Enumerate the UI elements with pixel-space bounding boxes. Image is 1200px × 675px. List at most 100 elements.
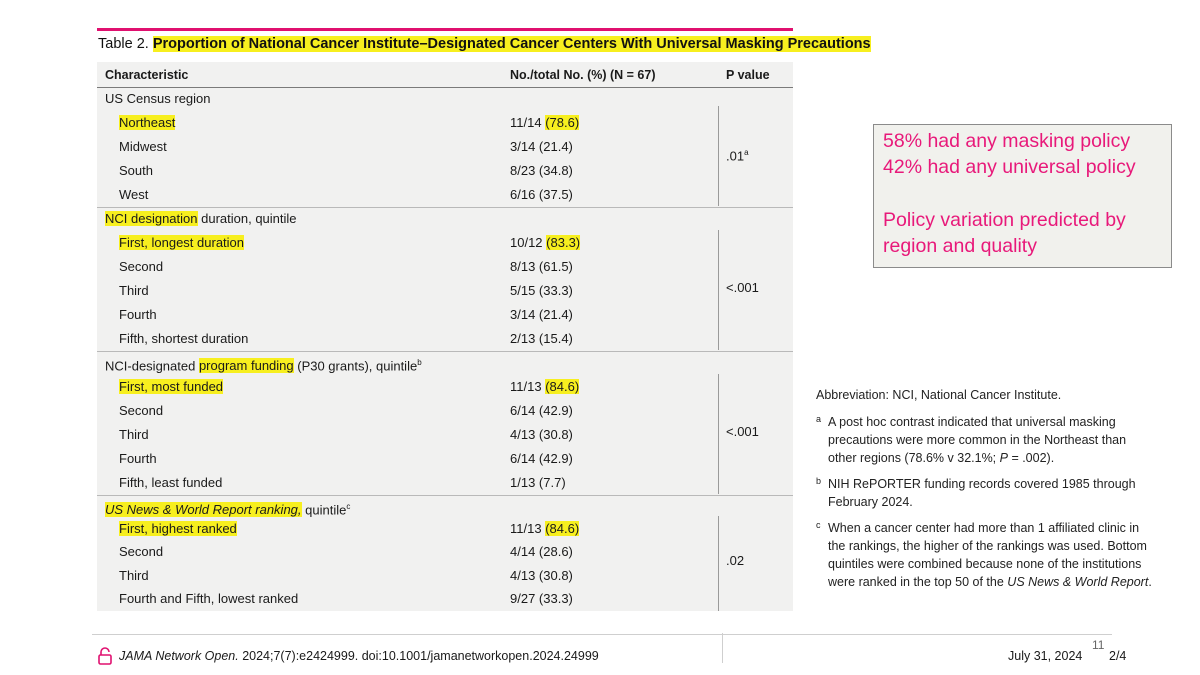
row-label: Third	[119, 568, 149, 583]
group-row-ranking: US News & World Report ranking, quintile…	[97, 495, 793, 519]
row-label: West	[119, 187, 149, 202]
p-value-bracket	[718, 516, 719, 611]
table-row: First, longest duration 10/12 (83.3)	[97, 231, 793, 255]
summary-callout: 58% had any masking policy 42% had any u…	[873, 124, 1172, 268]
row-label: Third	[119, 427, 149, 442]
publication-date: July 31, 2024	[1008, 649, 1083, 663]
table-row: Fifth, shortest duration 2/13 (15.4)	[97, 327, 793, 351]
row-label: Fifth, shortest duration	[119, 331, 249, 346]
table-header-row: Characteristic No./total No. (%) (N = 67…	[97, 63, 793, 87]
table-title-text: Proportion of National Cancer Institute–…	[152, 36, 871, 52]
table-row: Northeast 11/14 (78.6)	[97, 111, 793, 135]
callout-line-3: Policy variation predicted by	[883, 209, 1126, 231]
footer-divider	[722, 633, 723, 663]
table-row: Second 4/14 (28.6)	[97, 540, 793, 564]
table-row: Third 5/15 (33.3)	[97, 279, 793, 303]
row-value: 6/16 (37.5)	[510, 187, 573, 202]
group-label-region: US Census region	[105, 91, 211, 106]
row-label: Fourth	[119, 307, 157, 322]
group-label-funding: NCI-designated program funding (P30 gran…	[105, 358, 422, 374]
row-value: 8/13 (61.5)	[510, 259, 573, 274]
row-value: 2/13 (15.4)	[510, 331, 573, 346]
row-value: 5/15 (33.3)	[510, 283, 573, 298]
row-value: 3/14 (21.4)	[510, 139, 573, 154]
table-row: Fourth and Fifth, lowest ranked 9/27 (33…	[97, 587, 793, 611]
p-value-funding: <.001	[726, 424, 759, 439]
table-row: West 6/16 (37.5)	[97, 183, 793, 207]
row-value: 8/23 (34.8)	[510, 163, 573, 178]
p-value-bracket	[718, 106, 719, 206]
callout-line-4: region and quality	[883, 235, 1037, 257]
table-row: Fourth 6/14 (42.9)	[97, 447, 793, 471]
table-row: Second 6/14 (42.9)	[97, 399, 793, 423]
table-row: South 8/23 (34.8)	[97, 159, 793, 183]
journal-citation: JAMA Network Open. 2024;7(7):e2424999. d…	[119, 649, 599, 663]
p-value-ranking: .02	[726, 553, 745, 568]
row-label: Third	[119, 283, 149, 298]
group-divider	[97, 207, 793, 208]
callout-line-1: 58% had any masking policy	[883, 130, 1131, 152]
table-row: Fourth 3/14 (21.4)	[97, 303, 793, 327]
group-divider	[97, 351, 793, 352]
table-row: Third 4/13 (30.8)	[97, 564, 793, 588]
row-count: 11/14	[510, 115, 542, 130]
row-count: 11/13	[510, 379, 542, 394]
table-footnotes: Abbreviation: NCI, National Cancer Insti…	[816, 386, 1156, 599]
table-row: Fifth, least funded 1/13 (7.7)	[97, 471, 793, 495]
footer-rule	[92, 634, 1112, 635]
group-row-funding: NCI-designated program funding (P30 gran…	[97, 351, 793, 375]
group-divider	[97, 495, 793, 496]
row-count: 10/12	[510, 235, 543, 250]
footnote-b: b NIH RePORTER funding records covered 19…	[816, 476, 1136, 509]
p-value-region: .01a	[726, 148, 749, 164]
row-label: Second	[119, 403, 164, 418]
p-value-duration: <.001	[726, 280, 759, 295]
row-pct-highlight: (84.6)	[545, 521, 580, 536]
data-table: Characteristic No./total No. (%) (N = 67…	[97, 62, 793, 611]
row-label: Fifth, least funded	[119, 475, 223, 490]
row-value: 3/14 (21.4)	[510, 307, 573, 322]
row-value: 4/13 (30.8)	[510, 427, 573, 442]
table-title: Table 2. Proportion of National Cancer I…	[98, 36, 871, 52]
header-divider	[97, 87, 793, 88]
table-row: First, most funded 11/13 (84.6)	[97, 375, 793, 399]
open-access-lock-icon	[98, 647, 112, 665]
table-row: Third 4/13 (30.8)	[97, 423, 793, 447]
row-label-first-ranked: First, highest ranked	[119, 521, 237, 536]
row-label: Fourth	[119, 451, 157, 466]
row-value: 9/27 (33.3)	[510, 591, 573, 606]
p-value-bracket	[718, 374, 719, 494]
group-label-ranking: US News & World Report ranking, quintile…	[105, 502, 351, 518]
abbreviation-note: Abbreviation: NCI, National Cancer Insti…	[816, 388, 1062, 402]
row-pct-highlight: (83.3)	[546, 235, 581, 250]
row-label: South	[119, 163, 153, 178]
row-label: Second	[119, 259, 164, 274]
row-value: 4/13 (30.8)	[510, 568, 573, 583]
page-indicator: 2/4	[1109, 649, 1127, 663]
row-pct-highlight: (84.6)	[545, 379, 580, 394]
table-row: Midwest 3/14 (21.4)	[97, 135, 793, 159]
row-value: 6/14 (42.9)	[510, 403, 573, 418]
group-row-region: US Census region	[97, 87, 793, 111]
callout-line-2: 42% had any universal policy	[883, 156, 1136, 178]
header-characteristic: Characteristic	[105, 68, 189, 82]
table-row: First, highest ranked 11/13 (84.6)	[97, 517, 793, 541]
header-count: No./total No. (%) (N = 67)	[510, 68, 656, 82]
row-label-first-duration: First, longest duration	[119, 235, 245, 250]
table-number: Table 2.	[98, 36, 149, 52]
row-value: 6/14 (42.9)	[510, 451, 573, 466]
row-label-northeast: Northeast	[119, 115, 176, 130]
group-row-duration: NCI designation duration, quintile	[97, 207, 793, 231]
row-label: Second	[119, 544, 164, 559]
row-value: 4/14 (28.6)	[510, 544, 573, 559]
footnote-c: c When a cancer center had more than 1 af…	[816, 520, 1152, 589]
group-label-duration: NCI designation duration, quintile	[105, 211, 297, 226]
row-value: 1/13 (7.7)	[510, 475, 566, 490]
row-label: Fourth and Fifth, lowest ranked	[119, 591, 299, 606]
slide-number: 11	[1092, 638, 1105, 652]
row-pct-highlight: (78.6)	[545, 115, 580, 130]
row-count: 11/13	[510, 521, 542, 536]
table-row: Second 8/13 (61.5)	[97, 255, 793, 279]
row-label-first-funded: First, most funded	[119, 379, 224, 394]
